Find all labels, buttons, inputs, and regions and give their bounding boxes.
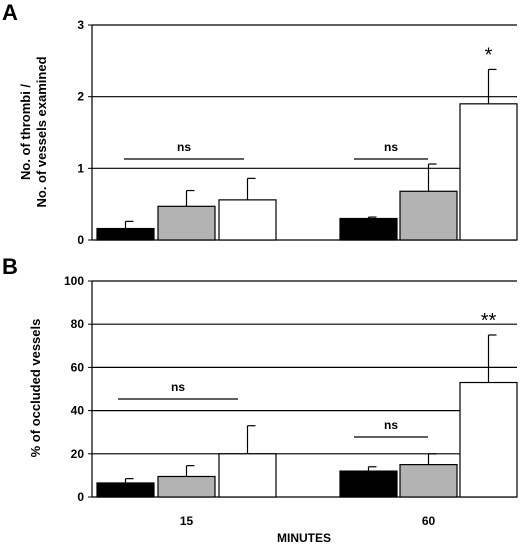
significance-star: * bbox=[485, 44, 493, 66]
bar bbox=[399, 190, 458, 241]
x-category-label: 15 bbox=[180, 514, 194, 528]
bar bbox=[339, 470, 398, 498]
significance-label: ns bbox=[384, 418, 398, 432]
bar bbox=[459, 103, 518, 241]
x-axis-title: MINUTES bbox=[277, 531, 331, 545]
bar bbox=[399, 464, 458, 498]
y-tick-label: 100 bbox=[64, 274, 84, 288]
y-axis-title-line: % of occluded vessels bbox=[28, 319, 43, 458]
y-axis-title-line: No. of thrombi / bbox=[18, 84, 33, 180]
y-axis-title-line: No. of vessels examined bbox=[34, 56, 49, 207]
panel-b-plot: 0 20 40 60 80 100 % of occluded vessels ns ns ** 1… bbox=[28, 274, 518, 545]
y-tick-label: 2 bbox=[77, 90, 84, 104]
significance-label: ns bbox=[177, 140, 191, 154]
y-tick-label: 3 bbox=[77, 18, 84, 32]
y-axis-title: No. of thrombi /No. of vessels examined bbox=[18, 56, 49, 207]
bar bbox=[339, 217, 398, 241]
bar bbox=[459, 381, 518, 498]
significance-label: ns bbox=[384, 140, 398, 154]
bar bbox=[96, 227, 155, 241]
y-tick-label: 60 bbox=[71, 360, 85, 374]
y-tick-label: 0 bbox=[77, 490, 84, 504]
significance-star: ** bbox=[481, 310, 497, 332]
x-category-label: 60 bbox=[422, 514, 436, 528]
panel-label-a: A bbox=[2, 0, 18, 25]
y-tick-label: 80 bbox=[71, 317, 85, 331]
panel-label-b: B bbox=[2, 254, 18, 279]
bar bbox=[218, 199, 277, 241]
y-axis-title: % of occluded vessels bbox=[28, 319, 43, 458]
y-tick-label: 1 bbox=[77, 161, 84, 175]
y-tick-label: 20 bbox=[71, 447, 85, 461]
y-tick-label: 40 bbox=[71, 404, 85, 418]
bar bbox=[157, 205, 216, 241]
bar bbox=[218, 453, 277, 498]
y-tick-label: 0 bbox=[77, 233, 84, 247]
bar bbox=[96, 482, 155, 498]
panel-a-plot: 0 1 2 3 No. of thrombi /No. of vessels exami… bbox=[18, 18, 518, 247]
significance-label: ns bbox=[171, 380, 185, 394]
bar bbox=[157, 475, 216, 498]
